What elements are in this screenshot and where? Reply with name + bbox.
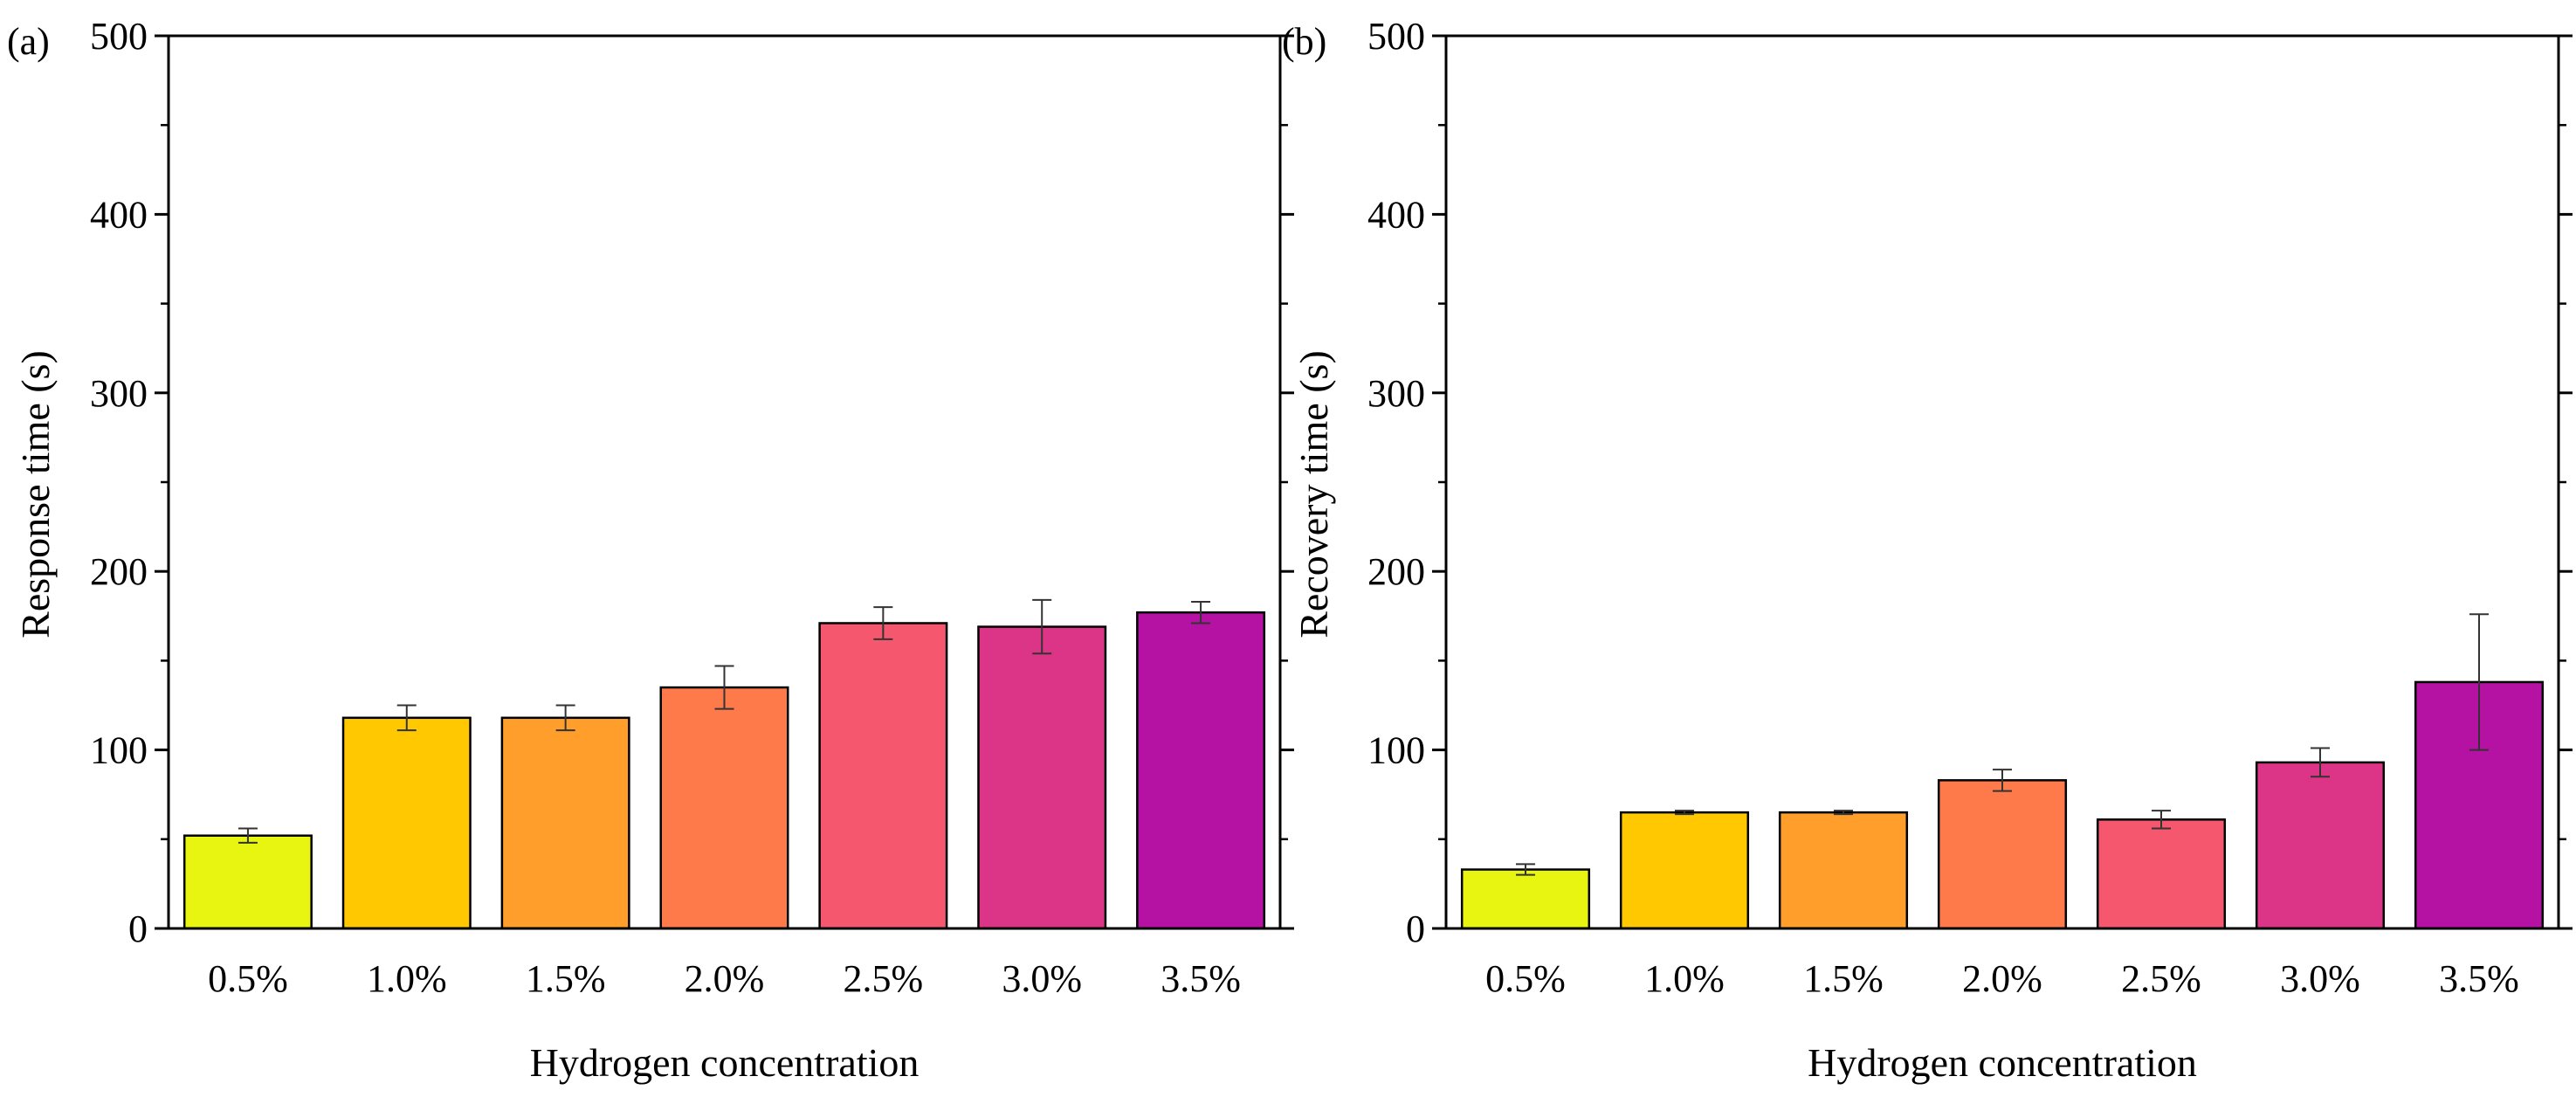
x-axis-title: Hydrogen concentration bbox=[1808, 1040, 2197, 1085]
y-tick-label: 400 bbox=[90, 193, 148, 236]
error-bar-2.0% bbox=[1993, 769, 2012, 792]
y-axis-title: Recovery time (s) bbox=[1291, 350, 1336, 638]
bar-0.5% bbox=[1460, 868, 1591, 930]
x-tick-label: 3.5% bbox=[2439, 957, 2519, 1000]
x-tick-label: 2.5% bbox=[844, 957, 924, 1000]
y-tick-label: 0 bbox=[1406, 907, 1425, 950]
bar-2.0% bbox=[659, 686, 789, 930]
x-tick-label: 3.0% bbox=[2280, 957, 2360, 1000]
bar-3.0% bbox=[2255, 761, 2386, 930]
error-bar-1.0% bbox=[1675, 810, 1694, 816]
y-tick-label: 500 bbox=[90, 15, 148, 58]
x-tick-label: 0.5% bbox=[208, 957, 288, 1000]
bar-1.5% bbox=[500, 716, 630, 930]
y-tick-label: 100 bbox=[90, 729, 148, 772]
error-bar-0.5% bbox=[238, 827, 258, 844]
y-axis-title: Response time (s) bbox=[13, 350, 58, 638]
y-tick-label: 300 bbox=[1367, 372, 1425, 415]
chart-panel-a: 0 100 200 300 400 500 0.5% 1.0% 1.5% 2.0% 2.5% 3.0%… bbox=[7, 15, 1294, 1085]
y-tick-label: 200 bbox=[90, 550, 148, 593]
y-tick-label: 500 bbox=[1367, 15, 1425, 58]
error-bar-1.5% bbox=[1834, 810, 1853, 816]
error-bar-3.5% bbox=[1191, 600, 1211, 624]
x-tick-label: 3.5% bbox=[1161, 957, 1241, 1000]
chart-panel-b: 0 100 200 300 400 500 0.5% 1.0% 1.5% 2.0% 2.5% 3.0%… bbox=[1282, 15, 2573, 1085]
error-bar-2.0% bbox=[714, 665, 734, 710]
bar-1.5% bbox=[1778, 811, 1909, 930]
bar-2.0% bbox=[1937, 779, 2068, 930]
bar-3.5% bbox=[1136, 611, 1266, 930]
bar-0.5% bbox=[183, 834, 313, 930]
x-tick-label: 1.5% bbox=[526, 957, 606, 1000]
error-bar-0.5% bbox=[1516, 863, 1535, 876]
bar-3.0% bbox=[977, 625, 1107, 930]
x-tick-label: 2.5% bbox=[2121, 957, 2201, 1000]
error-bar-3.0% bbox=[2311, 747, 2330, 778]
error-bar-2.5% bbox=[873, 606, 893, 640]
error-bar-3.5% bbox=[2469, 613, 2489, 751]
error-bar-1.5% bbox=[555, 704, 575, 732]
y-tick-label: 100 bbox=[1367, 729, 1425, 772]
y-tick-label: 200 bbox=[1367, 550, 1425, 593]
panel-label: (a) bbox=[7, 20, 50, 63]
bar-1.0% bbox=[1619, 811, 1750, 930]
x-tick-label: 1.5% bbox=[1803, 957, 1884, 1000]
x-tick-label: 1.0% bbox=[1644, 957, 1725, 1000]
y-tick-label: 300 bbox=[90, 372, 148, 415]
panel-label: (b) bbox=[1282, 20, 1326, 63]
error-bar-3.0% bbox=[1032, 598, 1052, 655]
x-tick-label: 2.0% bbox=[685, 957, 765, 1000]
bar-2.5% bbox=[818, 622, 948, 930]
bar-1.0% bbox=[341, 716, 472, 930]
bar-2.5% bbox=[2096, 818, 2227, 930]
y-tick-label: 400 bbox=[1367, 193, 1425, 236]
x-axis-title: Hydrogen concentration bbox=[530, 1040, 920, 1085]
error-bar-1.0% bbox=[396, 704, 417, 732]
x-tick-label: 0.5% bbox=[1485, 957, 1566, 1000]
x-tick-label: 1.0% bbox=[367, 957, 447, 1000]
y-tick-label: 0 bbox=[128, 907, 148, 950]
x-tick-label: 3.0% bbox=[1002, 957, 1082, 1000]
error-bar-2.5% bbox=[2152, 810, 2171, 830]
x-tick-label: 2.0% bbox=[1962, 957, 2042, 1000]
